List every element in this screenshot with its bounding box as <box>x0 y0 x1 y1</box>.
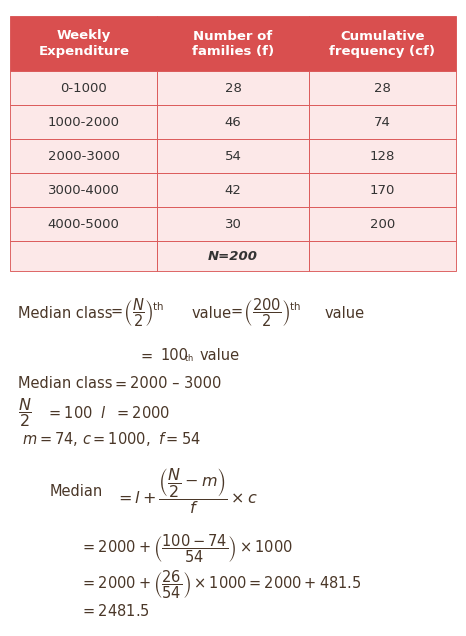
Text: Median class: Median class <box>18 305 112 321</box>
Bar <box>157 139 309 173</box>
Text: 100: 100 <box>160 347 188 363</box>
Text: $= 2000 + \left(\dfrac{100 - 74}{54}\right) \times 1000$: $= 2000 + \left(\dfrac{100 - 74}{54}\rig… <box>80 533 293 565</box>
Text: $= 2000$: $= 2000$ <box>114 405 170 421</box>
Bar <box>10 241 157 271</box>
Bar <box>309 71 456 105</box>
Bar <box>10 16 157 71</box>
Text: Median class: Median class <box>18 375 112 391</box>
Text: 2000-3000: 2000-3000 <box>48 149 120 163</box>
Text: value: value <box>192 305 232 321</box>
Text: Number of
families (f): Number of families (f) <box>192 29 274 57</box>
Text: $^{\mathrm{th}}$: $^{\mathrm{th}}$ <box>184 355 194 368</box>
Text: $=\!\left(\dfrac{N}{2}\right)^{\!\mathrm{th}}$: $=\!\left(\dfrac{N}{2}\right)^{\!\mathrm… <box>108 297 164 329</box>
Bar <box>309 207 456 241</box>
Bar <box>10 105 157 139</box>
Text: Median: Median <box>50 483 103 499</box>
Text: 28: 28 <box>225 81 241 95</box>
Text: $=\!\left(\dfrac{200}{2}\right)^{\!\mathrm{th}}$: $=\!\left(\dfrac{200}{2}\right)^{\!\math… <box>228 297 301 329</box>
Text: $= 2000 + \left(\dfrac{26}{54}\right) \times 1000 = 2000 + 481.5$: $= 2000 + \left(\dfrac{26}{54}\right) \t… <box>80 569 362 601</box>
Text: $m = 74,$: $m = 74,$ <box>22 430 78 448</box>
Text: 170: 170 <box>370 184 395 197</box>
Bar <box>10 71 157 105</box>
Bar <box>309 173 456 207</box>
Text: 46: 46 <box>225 116 241 128</box>
Text: $= l + \dfrac{\left(\dfrac{N}{2} - m\right)}{f} \times c$: $= l + \dfrac{\left(\dfrac{N}{2} - m\rig… <box>115 466 258 516</box>
Text: 54: 54 <box>225 149 241 163</box>
Bar <box>157 207 309 241</box>
Bar <box>10 139 157 173</box>
Bar <box>10 207 157 241</box>
Text: 128: 128 <box>370 149 395 163</box>
Text: 200: 200 <box>370 218 395 230</box>
Text: N=200: N=200 <box>208 249 258 263</box>
Bar <box>10 173 157 207</box>
Text: 1000-2000: 1000-2000 <box>48 116 120 128</box>
Text: 3000-4000: 3000-4000 <box>48 184 120 197</box>
Text: 28: 28 <box>374 81 391 95</box>
Text: 42: 42 <box>225 184 241 197</box>
Text: value: value <box>325 305 365 321</box>
Text: $\dfrac{N}{2}$: $\dfrac{N}{2}$ <box>18 396 32 429</box>
Bar <box>309 241 456 271</box>
Text: 2000 – 3000: 2000 – 3000 <box>130 375 221 391</box>
Text: 0-1000: 0-1000 <box>61 81 107 95</box>
Text: Cumulative
frequency (cf): Cumulative frequency (cf) <box>329 29 435 57</box>
Bar <box>157 241 309 271</box>
Bar <box>157 16 309 71</box>
Bar <box>309 16 456 71</box>
Text: Weekly
Expenditure: Weekly Expenditure <box>38 29 129 57</box>
Bar <box>157 173 309 207</box>
Text: $f = 54$: $f = 54$ <box>158 431 201 447</box>
Text: 4000-5000: 4000-5000 <box>48 218 120 230</box>
Text: $=$: $=$ <box>112 375 128 391</box>
Text: $c = 1000,$: $c = 1000,$ <box>82 430 151 448</box>
Text: value: value <box>200 347 240 363</box>
Text: $l$: $l$ <box>100 405 106 421</box>
Bar <box>309 139 456 173</box>
Bar <box>157 71 309 105</box>
Text: 30: 30 <box>225 218 241 230</box>
Text: $=$: $=$ <box>138 347 153 363</box>
Bar <box>157 105 309 139</box>
Text: 74: 74 <box>374 116 391 128</box>
Text: $= 100$: $= 100$ <box>46 405 93 421</box>
Bar <box>309 105 456 139</box>
Text: $= 2481.5$: $= 2481.5$ <box>80 603 150 619</box>
